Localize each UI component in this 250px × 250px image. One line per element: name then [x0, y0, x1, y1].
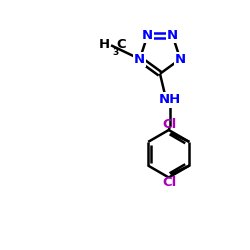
- Text: NH: NH: [159, 94, 181, 106]
- Text: 3: 3: [113, 48, 119, 57]
- Text: N: N: [134, 52, 145, 66]
- Text: H: H: [99, 38, 110, 51]
- Text: N: N: [175, 52, 186, 66]
- Text: N: N: [167, 29, 178, 42]
- Text: C: C: [116, 38, 126, 51]
- Text: N: N: [142, 29, 153, 42]
- Text: Cl: Cl: [162, 176, 176, 189]
- Text: Cl: Cl: [162, 118, 176, 131]
